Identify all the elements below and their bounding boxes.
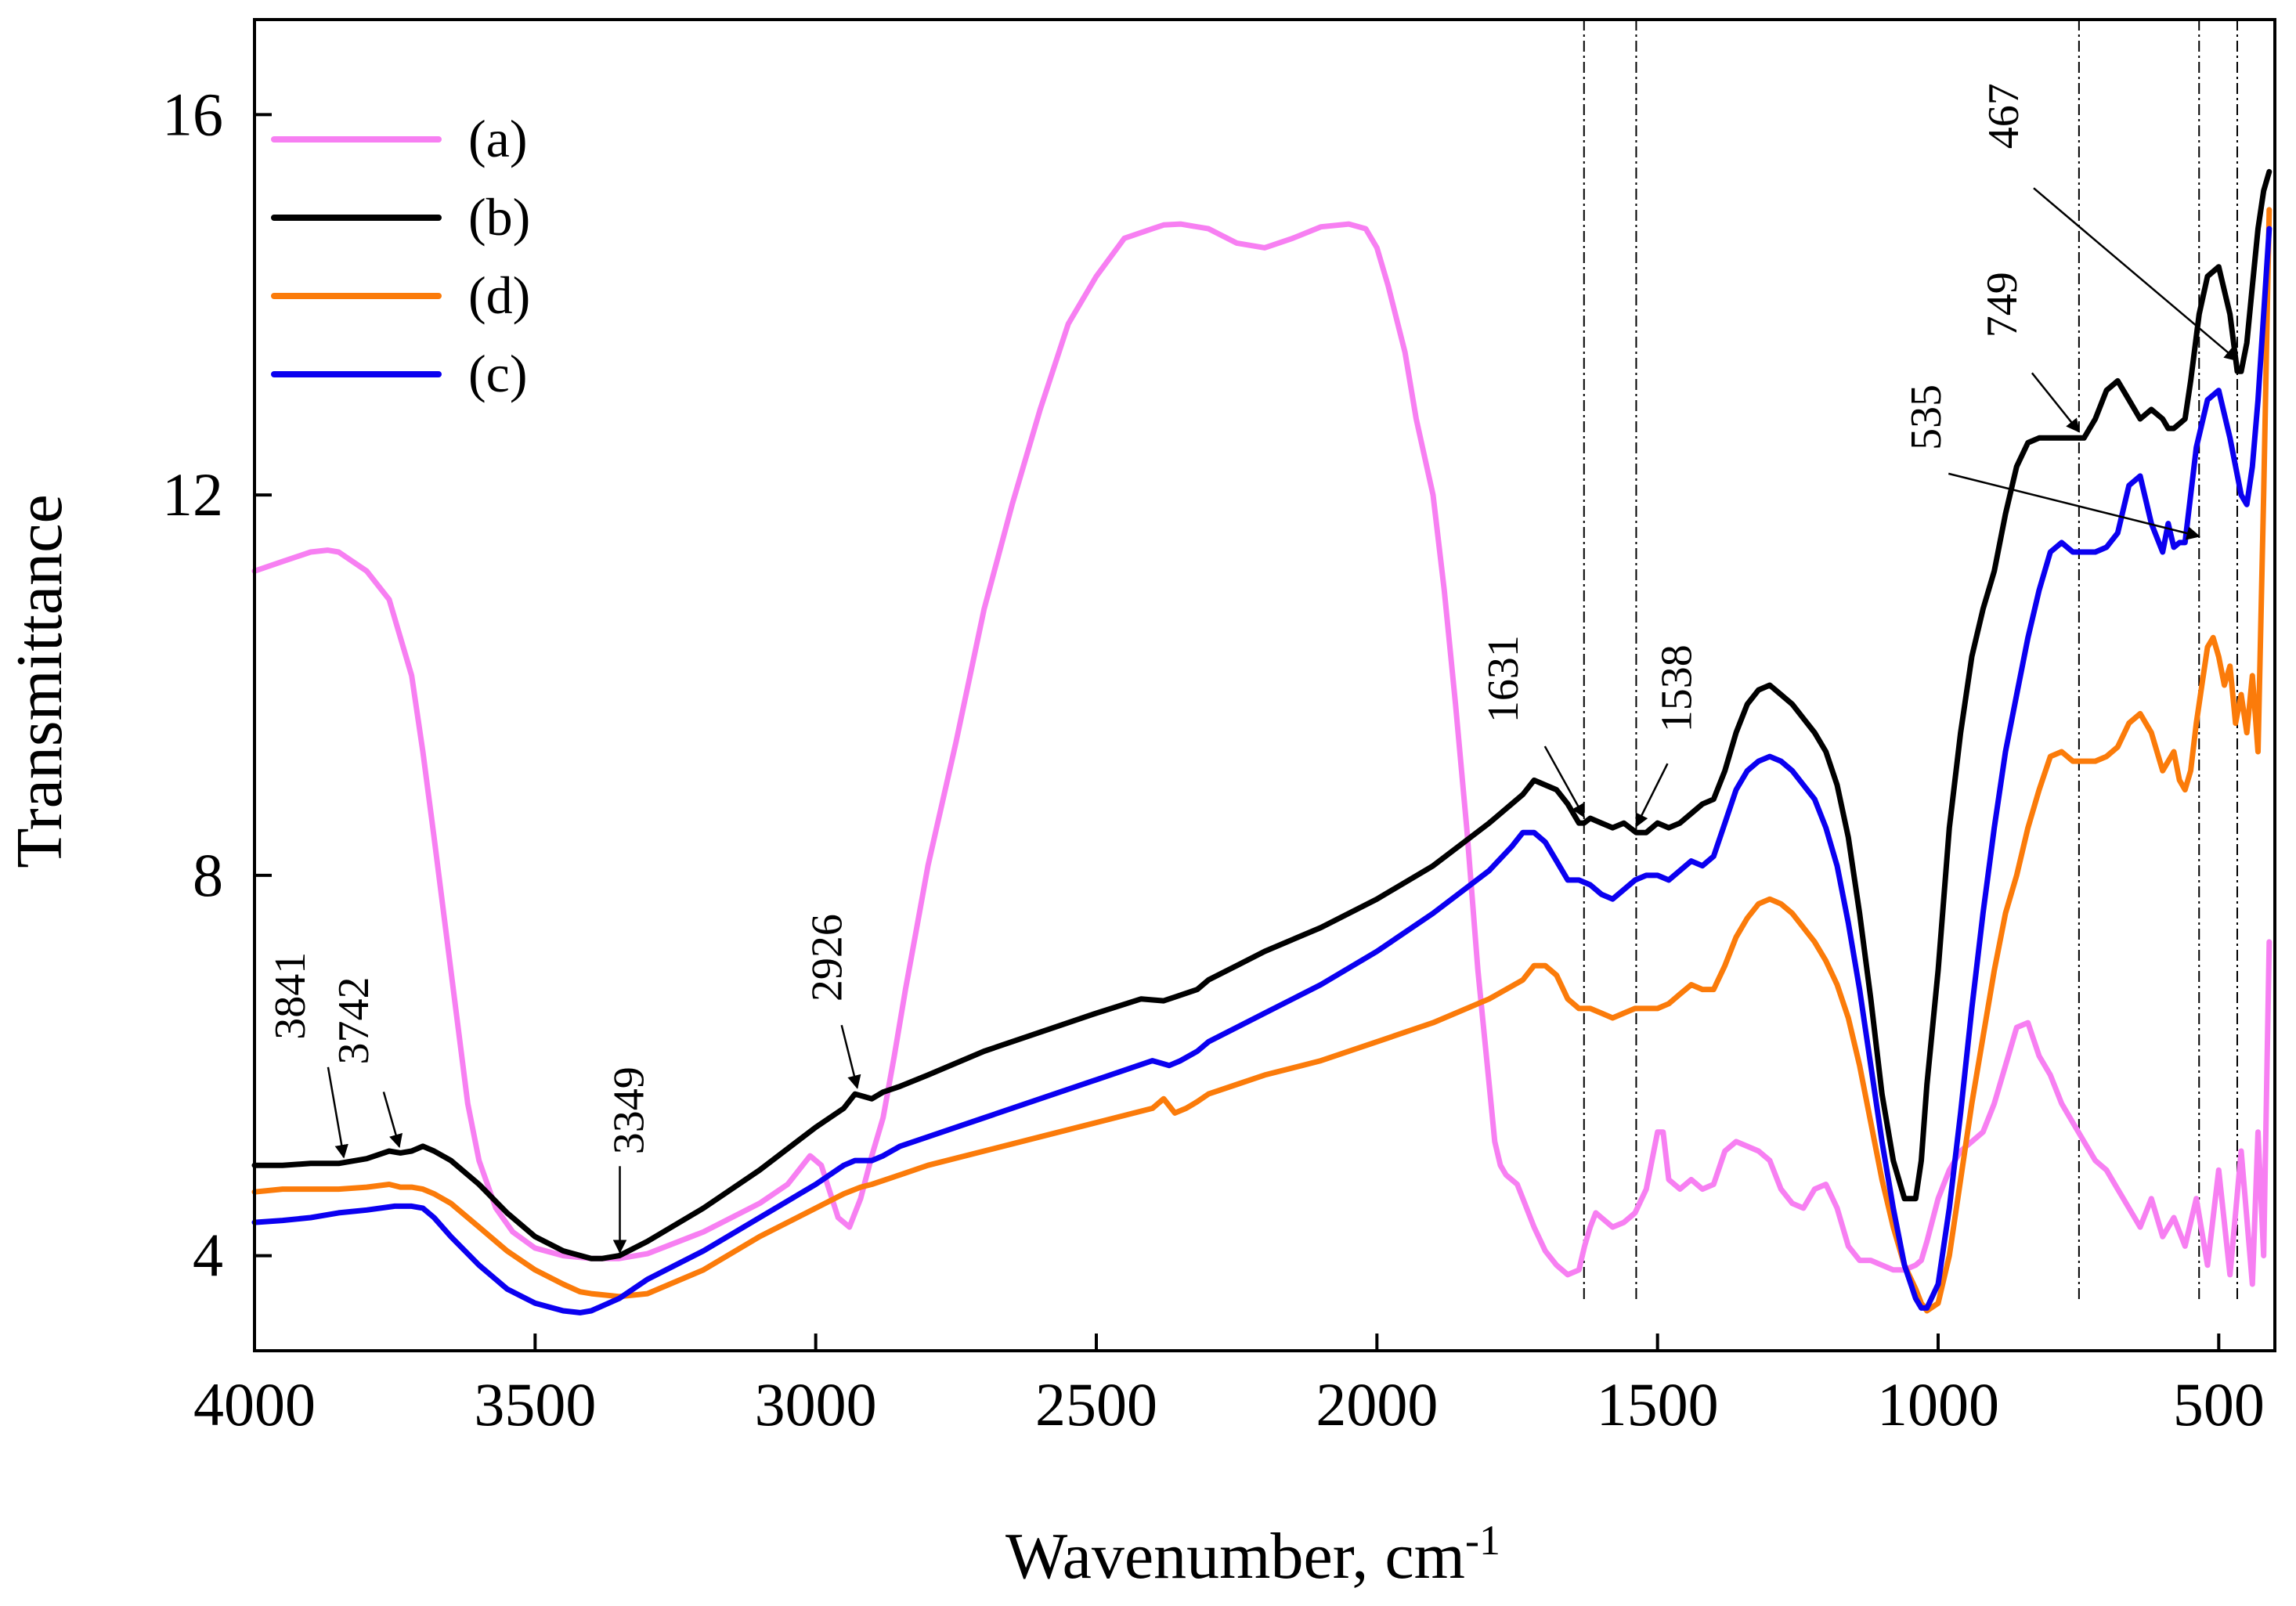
annotation-label-1538: 1538	[1652, 644, 1701, 732]
y-tick-label-16: 16	[162, 80, 223, 148]
legend-label-d: (d)	[468, 265, 530, 325]
x-axis-label-superscript: -1	[1465, 1517, 1500, 1564]
y-tick-label-4: 4	[193, 1222, 223, 1290]
annotation-label-467: 467	[1980, 83, 2028, 149]
legend: (a) (b) (d) (c)	[271, 109, 530, 403]
y-tick-label-12: 12	[162, 460, 223, 529]
annotation-arrow-1631	[1543, 745, 1585, 818]
legend-label-b: (b)	[468, 187, 530, 247]
series-line-a	[251, 221, 2273, 1287]
y-axis-label: Transmittance	[3, 494, 76, 868]
series-line-d	[251, 207, 2273, 1314]
ticks: 4000 3500 3000 2500 2000 1500 1000 500 4 8 12 16	[162, 80, 2265, 1438]
legend-label-c: (c)	[468, 344, 527, 403]
x-tick-label-2500: 2500	[1035, 1370, 1157, 1438]
x-tick-label-4000: 4000	[193, 1370, 316, 1438]
annotation-label-2926: 2926	[803, 914, 852, 1001]
x-tick-label-2000: 2000	[1316, 1370, 1438, 1438]
annotation-label-749: 749	[1978, 272, 2027, 337]
x-tick-label-1000: 1000	[1877, 1370, 1999, 1438]
x-tick-label-3500: 3500	[474, 1370, 596, 1438]
annotation-label-3742: 3742	[330, 976, 378, 1064]
annotation-arrow-2926	[840, 1024, 861, 1089]
annotation-arrow-3742	[382, 1092, 403, 1149]
axes	[253, 18, 2276, 1352]
x-tick-label-500: 500	[2173, 1370, 2265, 1438]
annotation-arrow-535	[1948, 472, 2200, 540]
x-tick-label-3000: 3000	[755, 1370, 877, 1438]
series-line-c	[251, 226, 2273, 1315]
legend-label-a: (a)	[468, 109, 527, 168]
annotation-arrow-3841	[327, 1066, 348, 1159]
annotation-label-535: 535	[1902, 384, 1951, 450]
x-axis-label: Wavenumber, cm-1	[1005, 1517, 1500, 1593]
annotation-label-3349: 3349	[605, 1066, 654, 1154]
series-line-b	[251, 168, 2273, 1261]
annotation-arrow-749	[2031, 372, 2080, 433]
series-group	[251, 168, 2273, 1315]
annotation-label-3841: 3841	[266, 952, 315, 1040]
y-tick-label-8: 8	[193, 841, 223, 909]
x-axis-label-main: Wavenumber, cm	[1005, 1520, 1465, 1593]
plot-frame	[253, 18, 2276, 1352]
annotations: 3841 3742 3349 2926 1631 1538 749 535 467	[266, 83, 2239, 1254]
annotation-label-1631: 1631	[1479, 635, 1528, 723]
reference-lines	[1583, 20, 2238, 1300]
x-tick-label-1500: 1500	[1597, 1370, 1719, 1438]
annotation-arrow-1538	[1635, 763, 1669, 828]
annotation-arrow-467	[2033, 187, 2239, 362]
